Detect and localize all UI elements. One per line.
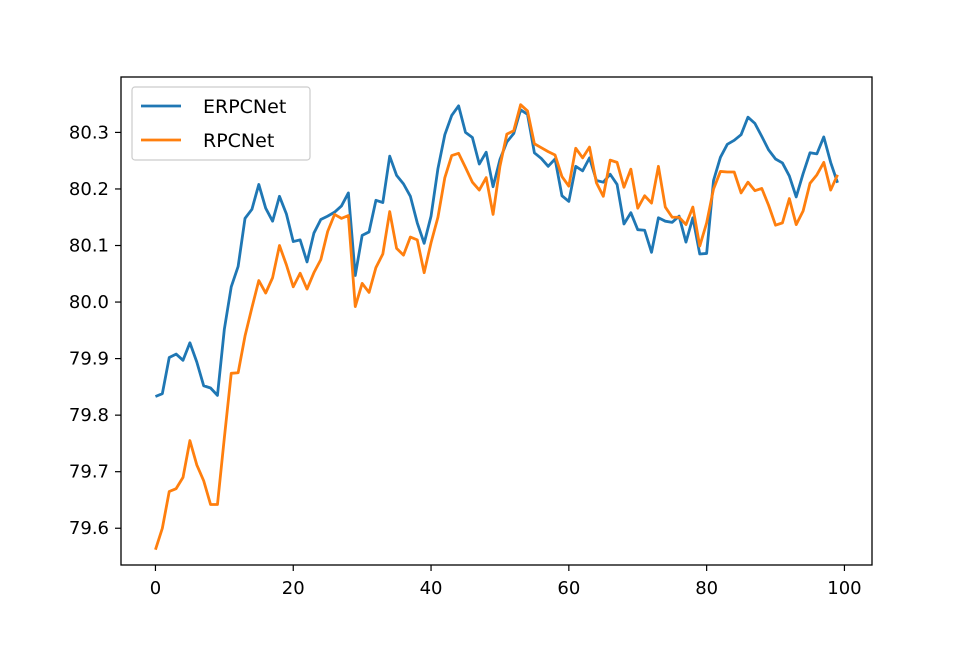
plot-area [120, 76, 873, 566]
x-tick-label: 60 [557, 578, 580, 599]
x-tick-label: 40 [420, 578, 443, 599]
legend-label-erpcnet: ERPCNet [203, 96, 286, 118]
y-tick-label: 79.8 [69, 405, 109, 426]
y-tick-label: 79.6 [69, 518, 109, 539]
y-tick-label: 80.1 [69, 236, 109, 257]
x-tick-label: 20 [282, 578, 305, 599]
series-layer [154, 103, 839, 551]
series-line-rpcnet [154, 103, 839, 551]
y-tick-label: 79.7 [69, 462, 109, 483]
y-tick-label: 80.3 [69, 122, 109, 143]
y-tick-label: 80.0 [69, 292, 109, 313]
plot-frame [120, 76, 873, 566]
y-axis: 79.6 79.7 79.8 79.9 80.0 80.1 80.2 80.3 [69, 122, 121, 539]
x-tick-label: 0 [150, 578, 161, 599]
legend-label-rpcnet: RPCNet [203, 130, 274, 152]
x-axis: 0 20 40 60 80 100 [150, 565, 862, 599]
series-line-erpcnet [154, 104, 839, 398]
y-tick-label: 80.2 [69, 179, 109, 200]
legend: ERPCNet RPCNet [131, 86, 311, 161]
y-tick-label: 79.9 [69, 349, 109, 370]
x-tick-label: 80 [695, 578, 718, 599]
x-tick-label: 100 [827, 578, 861, 599]
